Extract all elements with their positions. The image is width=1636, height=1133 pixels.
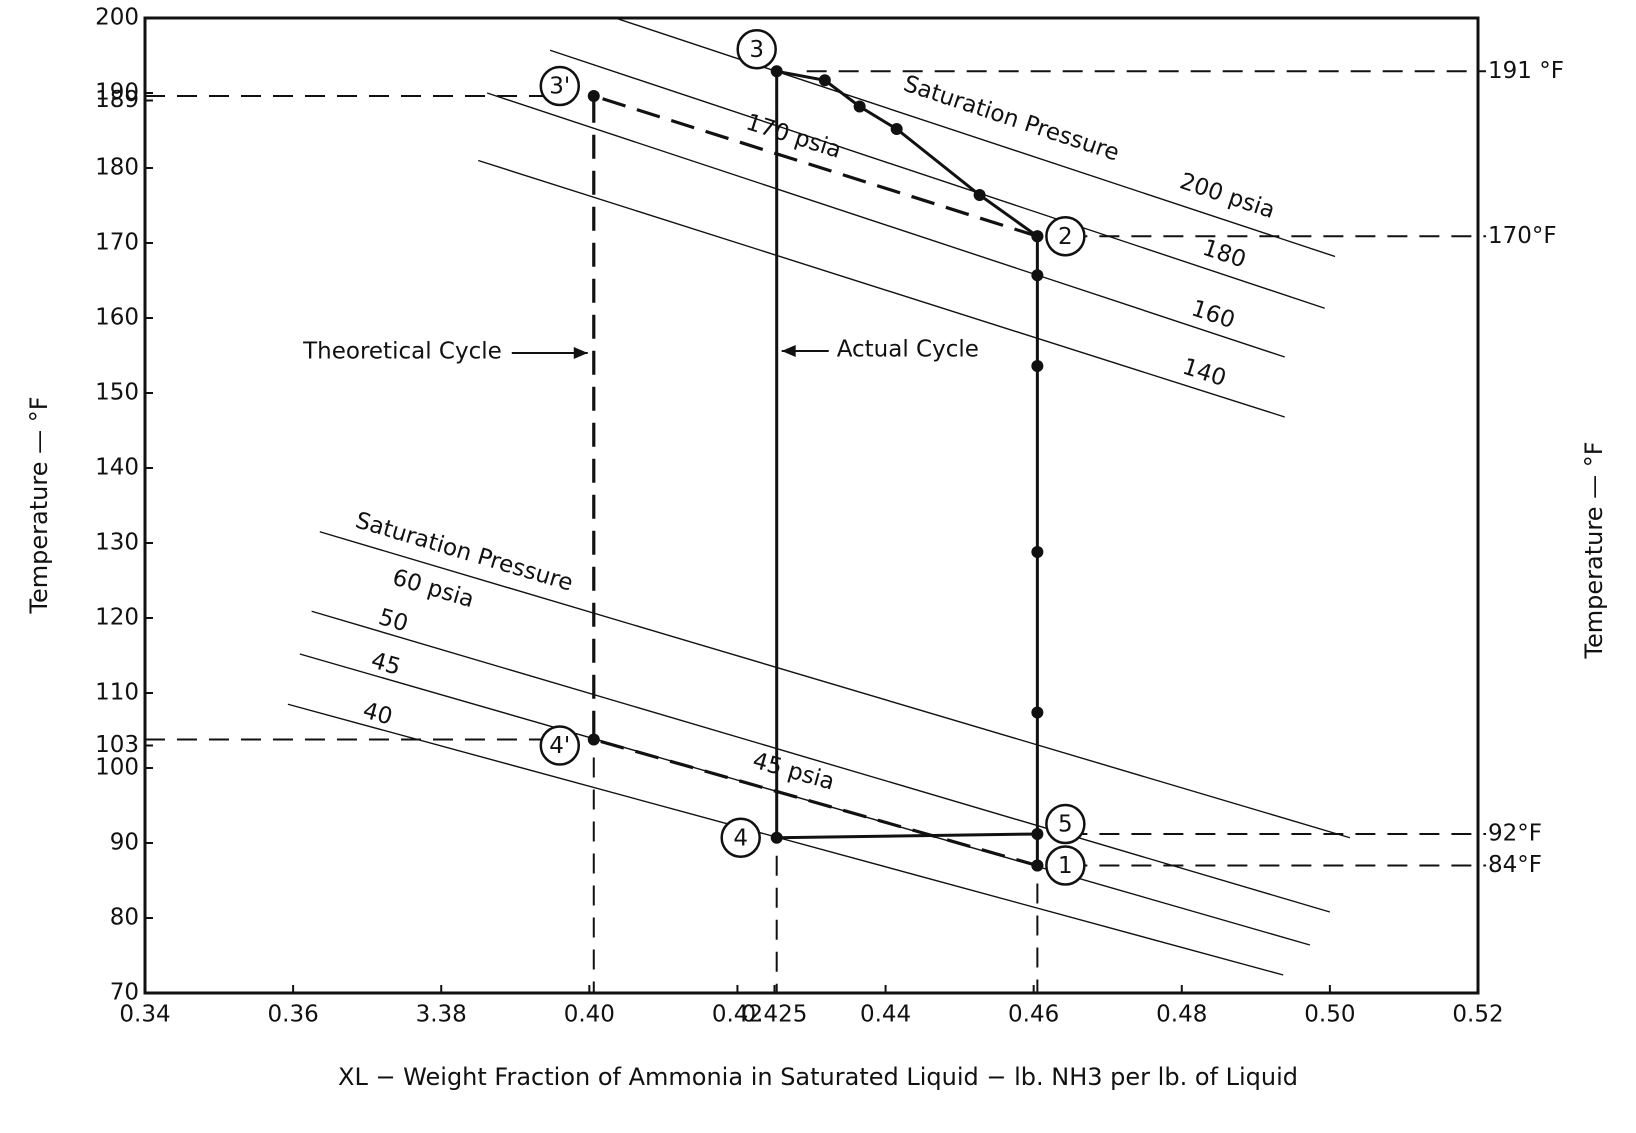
y-tick-label: 190 xyxy=(95,80,139,106)
series-line xyxy=(299,653,1311,946)
x-tick-label: 0.42 xyxy=(712,1002,763,1028)
data-point xyxy=(1031,360,1044,372)
data-point xyxy=(587,733,600,746)
right-label: 84°F xyxy=(1488,852,1542,878)
data-point xyxy=(853,100,866,113)
y-tick-label: 200 xyxy=(95,5,139,31)
y-tick-label: 100 xyxy=(95,755,139,781)
y-tick-label: 90 xyxy=(110,830,139,856)
x-tick-label: 0.48 xyxy=(1156,1002,1207,1028)
point-label: 2 xyxy=(1058,224,1073,250)
series-line xyxy=(775,69,1039,866)
point-badge xyxy=(1045,845,1086,886)
y-tick-label: 170 xyxy=(95,230,139,256)
point-label: 4 xyxy=(733,825,748,851)
data-point xyxy=(1031,546,1044,558)
pressure-label: 60 psia xyxy=(389,565,477,614)
data-point xyxy=(1031,269,1044,282)
y-tick-label: 120 xyxy=(95,605,139,631)
point-badge xyxy=(539,725,581,766)
y-tick-label: 180 xyxy=(95,155,139,181)
y-tick-label: 150 xyxy=(95,380,139,406)
series-line xyxy=(319,531,1351,839)
data-point xyxy=(1031,706,1044,719)
point-badge xyxy=(736,29,777,70)
y-tick-label: 140 xyxy=(95,455,139,481)
y-tick-label: 110 xyxy=(95,680,139,706)
series-line xyxy=(615,17,1336,258)
arrow-head xyxy=(781,345,796,357)
y-tick-label: 80 xyxy=(110,905,139,931)
data-point xyxy=(1031,828,1044,840)
y-tick-label: 103 xyxy=(95,732,139,758)
data-point xyxy=(973,189,986,201)
x-tick-label: 0.52 xyxy=(1452,1002,1503,1028)
pressure-label: 50 xyxy=(376,604,411,637)
y2-axis-title: Temperature — °F xyxy=(1580,441,1608,659)
data-point xyxy=(587,90,600,102)
x-tick-label: 0.46 xyxy=(1008,1002,1059,1028)
x-tick-label: 0.40 xyxy=(564,1002,615,1028)
y-tick-label: 70 xyxy=(110,980,139,1006)
plot-frame xyxy=(143,16,1480,995)
x-tick-label: 0.36 xyxy=(268,1002,319,1028)
data-point xyxy=(818,74,831,87)
data-point xyxy=(1031,230,1044,243)
y-axis-title: Temperature — °F xyxy=(25,396,53,614)
arrow-head xyxy=(573,347,588,359)
data-point xyxy=(770,65,783,78)
x-axis-title: XL − Weight Fraction of Ammonia in Satur… xyxy=(338,1063,1298,1091)
y-tick-label: 160 xyxy=(95,305,139,331)
point-badge xyxy=(1045,803,1086,845)
series-line xyxy=(287,703,1284,976)
series-line xyxy=(486,92,1285,358)
series-label: Actual Cycle xyxy=(837,337,979,363)
y-tick-label: 189 xyxy=(95,87,139,113)
series-line xyxy=(478,159,1285,418)
x-tick-label: 0.44 xyxy=(860,1002,911,1028)
annotation: 45 psia xyxy=(750,748,838,796)
x-tick-label: 0.50 xyxy=(1304,1002,1355,1028)
point-badge xyxy=(539,65,581,107)
pressure-label: 200 psia xyxy=(1177,168,1278,224)
point-label: 3' xyxy=(549,74,570,100)
point-label: 1 xyxy=(1058,853,1073,879)
right-label: 170°F xyxy=(1488,223,1557,249)
annotation: Saturation Pressure xyxy=(900,71,1122,167)
x-tick-label: 0.34 xyxy=(119,1002,170,1028)
data-point xyxy=(1031,859,1044,872)
right-label: 92°F xyxy=(1488,821,1542,847)
point-badge xyxy=(720,817,761,858)
annotation: 170 psia xyxy=(743,109,845,163)
series-line xyxy=(311,610,1331,913)
x-tick-label: 0.425 xyxy=(742,1002,808,1028)
data-point xyxy=(890,123,903,135)
right-label: 191 °F xyxy=(1488,58,1564,84)
series-label: Theoretical Cycle xyxy=(302,339,502,365)
pressure-label: 180 xyxy=(1199,235,1249,274)
x-tick-label: 3.38 xyxy=(416,1002,467,1028)
series-line xyxy=(592,93,1038,868)
point-label: 3 xyxy=(749,37,764,63)
series-line xyxy=(549,49,1325,309)
point-label: 5 xyxy=(1058,812,1073,838)
point-label: 4' xyxy=(549,733,570,759)
point-badge xyxy=(1045,216,1086,257)
y-tick-label: 130 xyxy=(95,530,139,556)
data-point xyxy=(770,831,783,844)
